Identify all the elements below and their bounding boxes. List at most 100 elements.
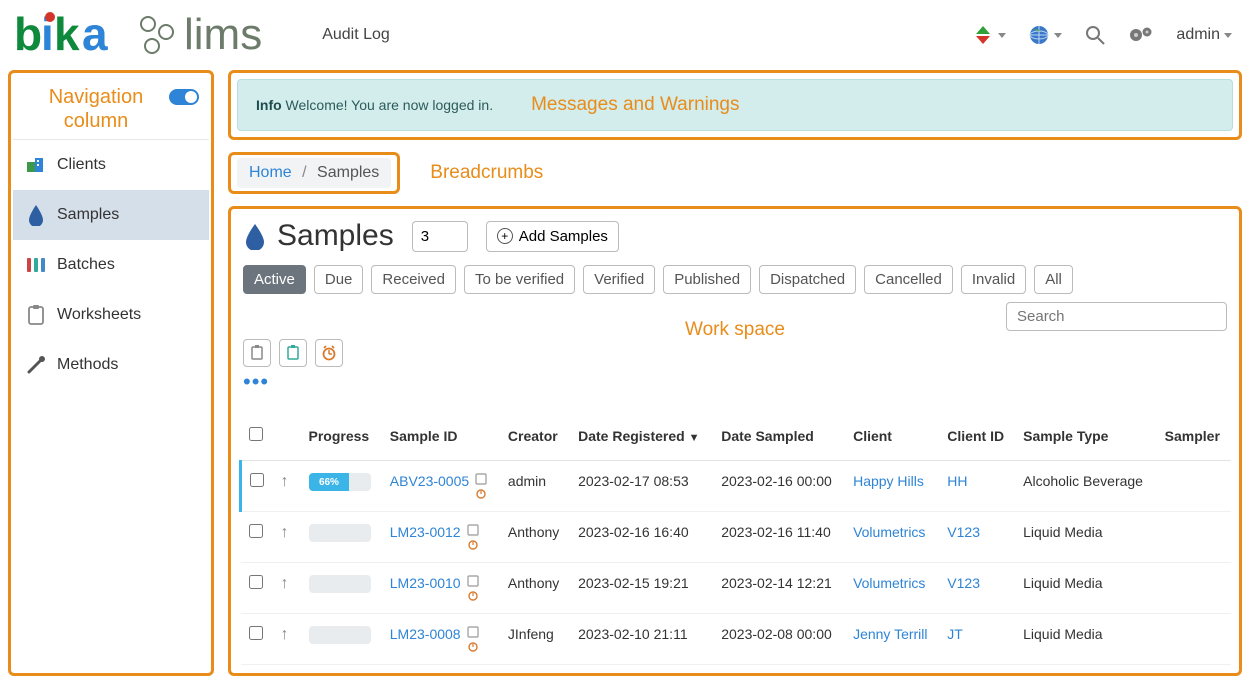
add-samples-button[interactable]: + Add Samples (486, 221, 619, 252)
cell-sample-type: Liquid Media (1015, 512, 1157, 563)
caret-icon (1224, 33, 1232, 38)
sample-id-link[interactable]: LM23-0010 (390, 575, 461, 591)
row-checkbox[interactable] (249, 575, 263, 589)
filter-verified[interactable]: Verified (583, 265, 655, 294)
cell-date-reg: 2023-02-16 16:40 (570, 512, 713, 563)
filter-active[interactable]: Active (243, 265, 306, 294)
filter-due[interactable]: Due (314, 265, 364, 294)
caret-icon (998, 33, 1006, 38)
col-progress[interactable]: Progress (301, 419, 382, 461)
sidebar-header: Navigation column (13, 75, 209, 140)
page-title-text: Samples (277, 219, 394, 253)
workspace: Work space Samples + Add Samples Active D… (228, 206, 1242, 676)
logo[interactable]: b i k a lims (14, 10, 262, 60)
filter-to-be-verified[interactable]: To be verified (464, 265, 575, 294)
client-link[interactable]: Volumetrics (853, 524, 925, 540)
filter-all[interactable]: All (1034, 265, 1073, 294)
col-date-reg[interactable]: Date Registered ▼ (570, 419, 713, 461)
expand-row-icon[interactable]: ↑ (281, 473, 289, 490)
cell-sample-id: ABV23-0005 (382, 461, 500, 512)
table-row: ↑LM23-0008JInfeng2023-02-10 21:112023-02… (241, 614, 1232, 665)
col-client-id[interactable]: Client ID (939, 419, 1015, 461)
cell-date-sampled: 2023-02-08 00:00 (713, 614, 845, 665)
clipboard-mini-icon (475, 473, 487, 485)
clipboard-action-icon[interactable] (243, 339, 271, 367)
col-client[interactable]: Client (845, 419, 939, 461)
row-checkbox[interactable] (250, 473, 264, 487)
cell-creator: admin (500, 461, 570, 512)
cell-sample-type: Liquid Media (1015, 614, 1157, 665)
filter-cancelled[interactable]: Cancelled (864, 265, 953, 294)
sidebar-item-label: Samples (57, 206, 119, 224)
sample-id-link[interactable]: LM23-0008 (390, 626, 461, 642)
clipboard-check-action-icon[interactable] (279, 339, 307, 367)
sidebar-item-worksheets[interactable]: Worksheets (13, 290, 209, 340)
sidebar-item-label: Methods (57, 356, 118, 374)
logo-bika-icon: b i k a (14, 10, 132, 60)
import-export-menu[interactable] (972, 24, 1006, 46)
sidebar-item-batches[interactable]: Batches (13, 240, 209, 290)
settings-menu[interactable] (1128, 24, 1154, 46)
cell-client-id: V123 (939, 563, 1015, 614)
add-count-input[interactable] (412, 221, 468, 252)
sidebar-item-label: Worksheets (57, 306, 141, 324)
more-columns-toggle[interactable]: ••• (239, 369, 1231, 395)
row-checkbox[interactable] (249, 524, 263, 538)
sample-id-link[interactable]: LM23-0012 (390, 524, 461, 540)
info-message: Info Welcome! You are now logged in. Mes… (237, 79, 1233, 131)
user-menu[interactable]: admin (1176, 26, 1232, 44)
filter-received[interactable]: Received (371, 265, 456, 294)
sidebar-item-samples[interactable]: Samples (13, 190, 209, 240)
clipboard-mini-icon (467, 524, 479, 536)
info-text: Welcome! You are now logged in. (286, 97, 494, 113)
client-id-link[interactable]: V123 (947, 524, 980, 540)
cell-client: Jenny Terrill (845, 614, 939, 665)
col-date-sampled[interactable]: Date Sampled (713, 419, 845, 461)
drop-icon (243, 222, 267, 250)
cell-client: Happy Hills (845, 461, 939, 512)
audit-log-link[interactable]: Audit Log (322, 26, 390, 44)
sidebar-toggle[interactable] (169, 89, 199, 105)
expand-row-icon[interactable]: ↑ (281, 626, 289, 643)
cell-date-reg: 2023-02-15 19:21 (570, 563, 713, 614)
breadcrumb-home[interactable]: Home (249, 164, 292, 181)
col-sample-id[interactable]: Sample ID (382, 419, 500, 461)
filter-invalid[interactable]: Invalid (961, 265, 1026, 294)
client-id-link[interactable]: JT (947, 626, 963, 642)
col-sampler[interactable]: Sampler (1157, 419, 1231, 461)
filter-published[interactable]: Published (663, 265, 751, 294)
messages-region: Info Welcome! You are now logged in. Mes… (228, 70, 1242, 140)
breadcrumb-annotation: Breadcrumbs (430, 162, 543, 184)
search-menu[interactable] (1084, 24, 1106, 46)
cell-progress (301, 563, 382, 614)
row-checkbox[interactable] (249, 626, 263, 640)
sidebar-item-clients[interactable]: Clients (13, 140, 209, 190)
client-id-link[interactable]: HH (947, 473, 967, 489)
globe-menu[interactable] (1028, 24, 1062, 46)
sample-id-link[interactable]: ABV23-0005 (390, 473, 469, 489)
filter-dispatched[interactable]: Dispatched (759, 265, 856, 294)
cell-sampler (1157, 461, 1231, 512)
cell-progress: 66% (301, 461, 382, 512)
client-link[interactable]: Volumetrics (853, 575, 925, 591)
col-creator[interactable]: Creator (500, 419, 570, 461)
col-sample-type[interactable]: Sample Type (1015, 419, 1157, 461)
client-id-link[interactable]: V123 (947, 575, 980, 591)
sidebar-item-methods[interactable]: Methods (13, 340, 209, 390)
page-title: Samples (243, 219, 394, 253)
wand-icon (25, 354, 47, 376)
client-link[interactable]: Happy Hills (853, 473, 924, 489)
workspace-annotation: Work space (685, 319, 785, 341)
select-all-checkbox[interactable] (249, 427, 263, 441)
cell-sampler (1157, 512, 1231, 563)
svg-text:b: b (14, 10, 42, 60)
cell-sample-type: Alcoholic Beverage (1015, 461, 1157, 512)
cell-client: Volumetrics (845, 512, 939, 563)
alarm-action-icon[interactable] (315, 339, 343, 367)
svg-text:k: k (54, 10, 80, 60)
alarm-mini-icon (475, 487, 487, 499)
client-link[interactable]: Jenny Terrill (853, 626, 927, 642)
expand-row-icon[interactable]: ↑ (281, 575, 289, 592)
search-input[interactable] (1006, 302, 1227, 331)
expand-row-icon[interactable]: ↑ (281, 524, 289, 541)
